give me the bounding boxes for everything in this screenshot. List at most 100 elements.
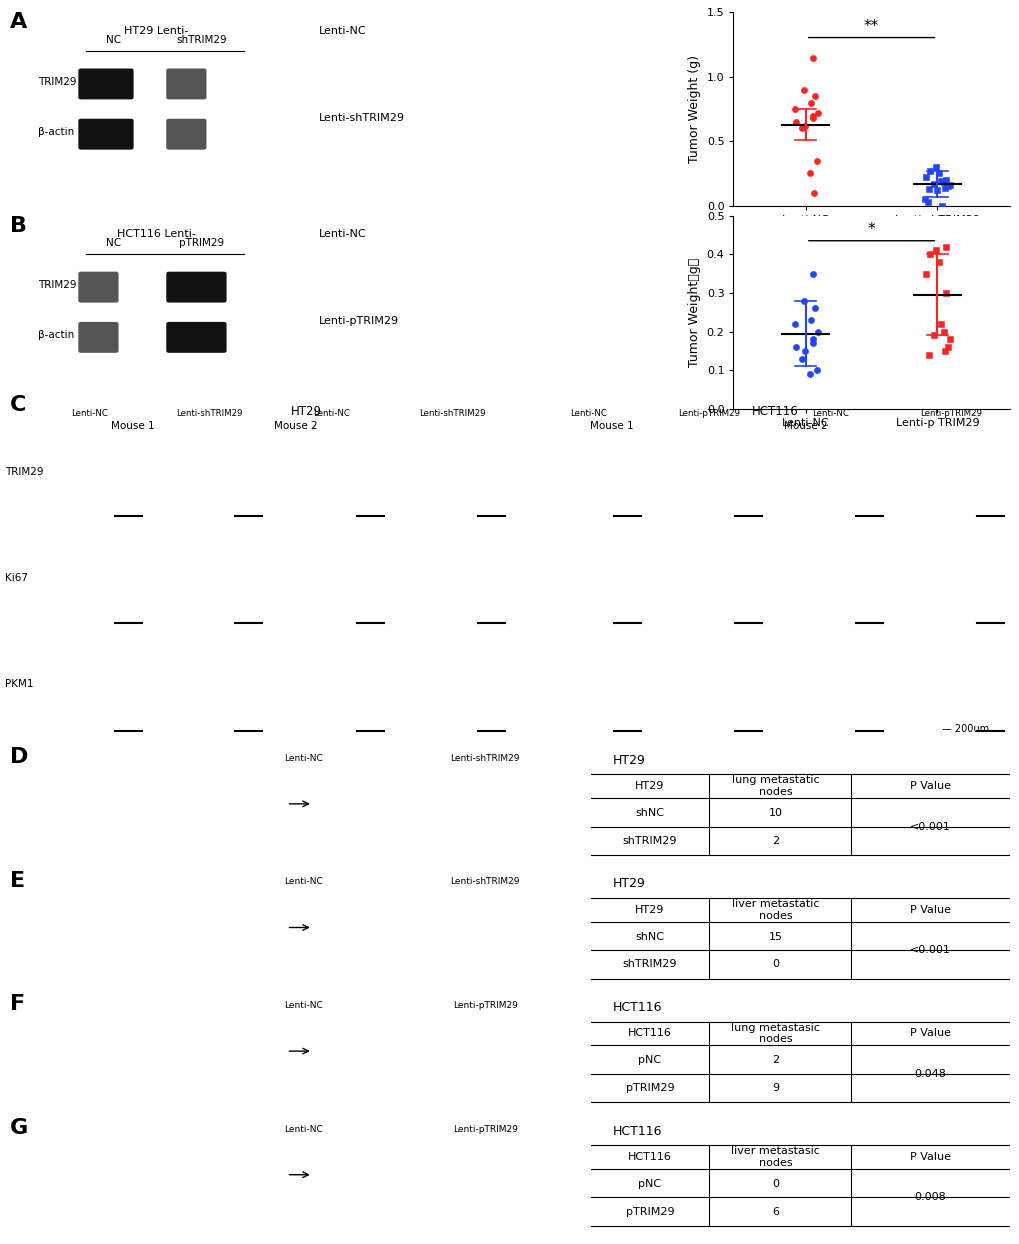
FancyBboxPatch shape	[78, 322, 118, 353]
Text: P Value: P Value	[909, 1152, 950, 1162]
Text: 2: 2	[771, 836, 779, 846]
Text: P Value: P Value	[909, 781, 950, 791]
Text: shTRIM29: shTRIM29	[622, 959, 677, 969]
Point	[936, 170, 953, 190]
Point	[795, 80, 811, 100]
Point	[927, 157, 944, 177]
Point	[917, 264, 933, 284]
Point	[801, 364, 817, 384]
Point	[804, 333, 820, 353]
FancyBboxPatch shape	[166, 118, 206, 149]
Point	[802, 92, 818, 112]
Text: pTRIM29: pTRIM29	[625, 1207, 674, 1217]
Text: HT29: HT29	[635, 904, 664, 914]
Text: lung metastatic
nodes: lung metastatic nodes	[731, 775, 818, 797]
Point	[935, 178, 952, 198]
Y-axis label: Tumor Weight (g): Tumor Weight (g)	[688, 55, 700, 163]
Text: NC: NC	[106, 35, 121, 45]
Text: E: E	[10, 871, 25, 891]
Point	[809, 322, 825, 342]
Text: pNC: pNC	[638, 1055, 661, 1065]
Text: Lenti-shTRIM29: Lenti-shTRIM29	[450, 877, 520, 887]
Text: Lenti-NC: Lenti-NC	[284, 1125, 323, 1133]
Text: **: **	[863, 19, 878, 34]
Point	[805, 183, 821, 203]
Text: C: C	[10, 396, 26, 415]
Text: P Value: P Value	[909, 1029, 950, 1039]
Text: P Value: P Value	[909, 904, 950, 914]
Text: G: G	[10, 1118, 29, 1138]
Text: 15: 15	[767, 932, 782, 942]
Text: Ki67: Ki67	[5, 573, 29, 583]
Text: HCT116: HCT116	[628, 1152, 672, 1162]
FancyBboxPatch shape	[78, 118, 133, 149]
Point	[938, 337, 955, 357]
Text: 10: 10	[767, 807, 782, 819]
Text: Mouse 1: Mouse 1	[111, 420, 154, 430]
Text: Lenti-NC: Lenti-NC	[39, 877, 77, 886]
Text: Lenti-NC: Lenti-NC	[39, 754, 77, 763]
Text: Lenti-NC: Lenti-NC	[284, 754, 323, 763]
Text: HCT116: HCT116	[628, 1029, 672, 1039]
Text: pTRIM29: pTRIM29	[625, 1084, 674, 1093]
Point	[804, 47, 820, 67]
Text: HT29 Lenti-: HT29 Lenti-	[124, 26, 189, 36]
Point	[924, 174, 941, 194]
Point	[927, 240, 944, 260]
Text: Lenti-shTRIM29: Lenti-shTRIM29	[318, 113, 405, 123]
Text: 0.048: 0.048	[913, 1069, 946, 1079]
Text: Mouse 1: Mouse 1	[590, 420, 633, 430]
Text: Lenti-NC: Lenti-NC	[318, 26, 366, 36]
Point	[941, 330, 957, 350]
Point	[808, 361, 824, 381]
Text: pTRIM29: pTRIM29	[178, 239, 224, 249]
Point	[920, 345, 936, 364]
Point	[794, 348, 810, 368]
Title: Lenti-NC: Lenti-NC	[811, 409, 848, 418]
Text: Lenti-pTRIM29: Lenti-pTRIM29	[39, 1059, 104, 1067]
Text: HT29: HT29	[611, 877, 644, 891]
Point	[801, 163, 817, 183]
Point	[921, 244, 937, 264]
Text: 2: 2	[771, 1055, 779, 1065]
Text: HCT116: HCT116	[611, 1125, 661, 1138]
Point	[809, 103, 825, 123]
Text: <0.001: <0.001	[909, 945, 950, 955]
Point	[933, 195, 950, 215]
Point	[806, 299, 822, 318]
Y-axis label: Tumor Weight（g）: Tumor Weight（g）	[688, 258, 700, 367]
Text: A: A	[10, 12, 28, 32]
Text: Lenti-pTRIM29: Lenti-pTRIM29	[318, 316, 398, 326]
FancyBboxPatch shape	[166, 322, 226, 353]
Text: Lenti-NC: Lenti-NC	[39, 1125, 77, 1133]
Text: D: D	[10, 748, 29, 768]
Text: pNC: pNC	[638, 1179, 661, 1189]
Text: Lenti-shTRIM29: Lenti-shTRIM29	[39, 811, 108, 821]
Text: TRIM29: TRIM29	[38, 280, 76, 290]
Point	[802, 310, 818, 330]
Text: Lenti-NC: Lenti-NC	[284, 1001, 323, 1010]
Text: 0.008: 0.008	[913, 1193, 946, 1203]
Point	[938, 177, 955, 197]
Point	[917, 168, 933, 188]
Text: Mouse 2: Mouse 2	[274, 420, 317, 430]
Point	[794, 118, 810, 138]
FancyBboxPatch shape	[78, 68, 133, 100]
Text: β-actin: β-actin	[38, 127, 74, 137]
Text: shNC: shNC	[635, 807, 663, 819]
Point	[795, 291, 811, 311]
Point	[804, 108, 820, 128]
Title: Lenti-shTRIM29: Lenti-shTRIM29	[419, 409, 485, 418]
Text: — 200um: — 200um	[942, 724, 988, 734]
Point	[927, 180, 944, 200]
Text: Lenti-NC: Lenti-NC	[284, 877, 323, 887]
Point	[804, 264, 820, 284]
Title: Lenti-shTRIM29: Lenti-shTRIM29	[176, 409, 243, 418]
Title: Lenti-NC: Lenti-NC	[313, 409, 350, 418]
Text: *: *	[867, 221, 874, 236]
Text: Lenti-pTRIM29: Lenti-pTRIM29	[452, 1001, 518, 1010]
Point	[936, 282, 953, 302]
Point	[931, 313, 948, 333]
Text: HCT116: HCT116	[751, 406, 798, 418]
Text: TRIM29: TRIM29	[38, 77, 76, 87]
